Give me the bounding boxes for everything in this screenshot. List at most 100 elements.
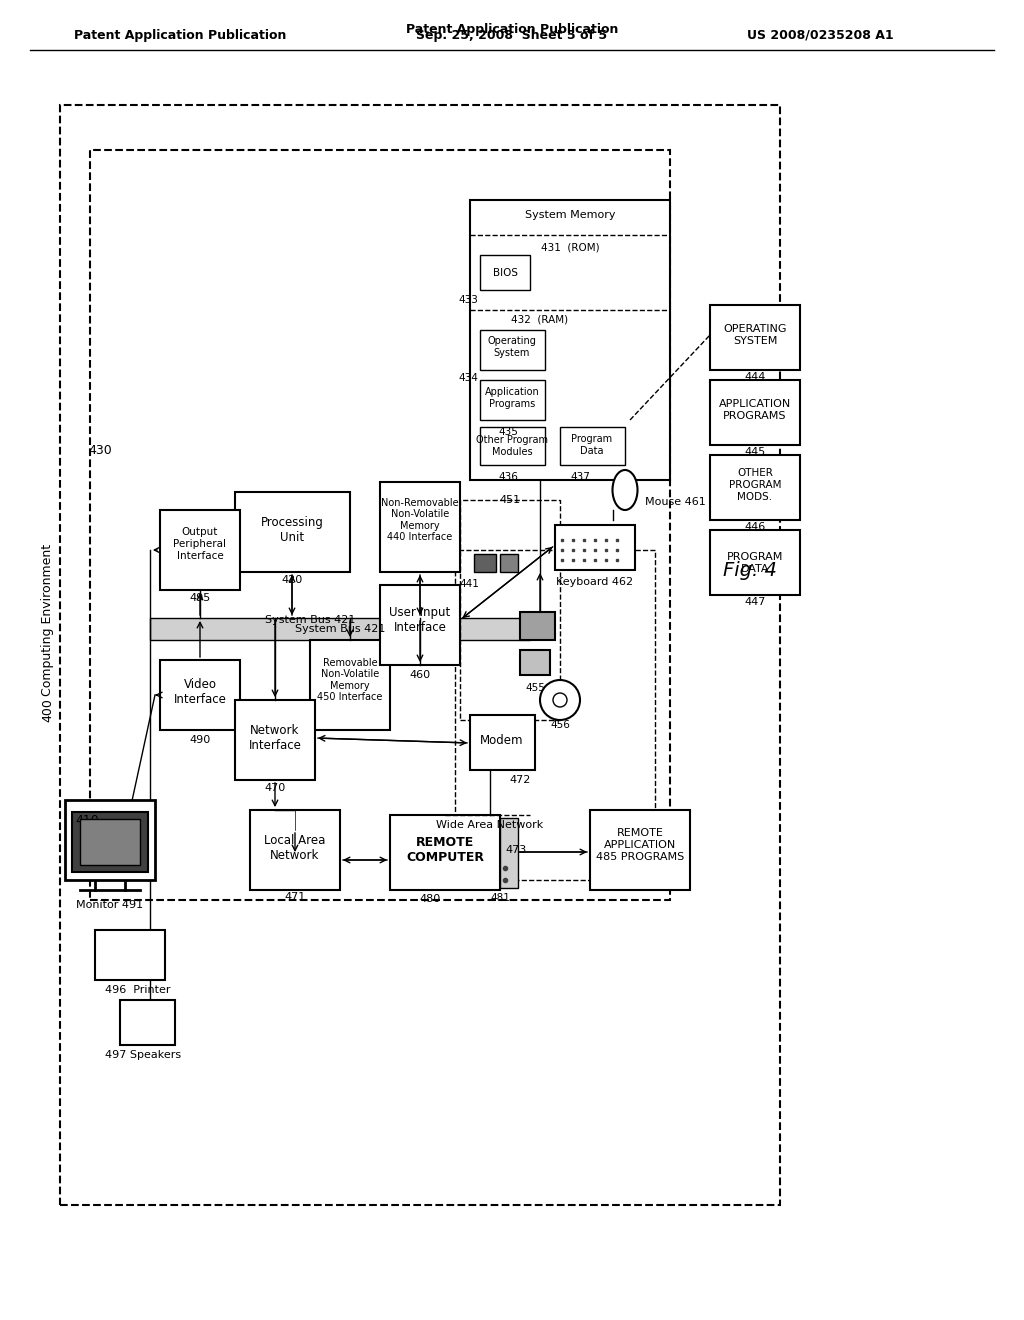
Text: 435: 435 — [498, 426, 518, 437]
Text: Other Program
Modules: Other Program Modules — [476, 436, 548, 457]
Text: 446: 446 — [744, 521, 766, 532]
Text: 495: 495 — [189, 593, 211, 603]
Bar — [710, 455, 800, 520]
Bar — [520, 612, 555, 640]
Text: 432  (RAM): 432 (RAM) — [511, 315, 568, 325]
Bar — [480, 255, 530, 290]
Text: 400: 400 — [42, 698, 54, 722]
Text: 470: 470 — [264, 783, 286, 793]
Text: Keyboard 462: Keyboard 462 — [556, 577, 634, 587]
Text: 497 Speakers: 497 Speakers — [105, 1049, 181, 1060]
Text: 431  (ROM): 431 (ROM) — [541, 242, 599, 252]
Text: Non-Removable
Non-Volatile
Memory
440 Interface: Non-Removable Non-Volatile Memory 440 In… — [381, 498, 459, 543]
Bar — [380, 482, 460, 572]
Bar — [65, 800, 155, 880]
Bar — [500, 818, 518, 888]
Bar — [710, 380, 800, 445]
Text: 472: 472 — [509, 775, 530, 785]
Text: 496  Printer: 496 Printer — [105, 985, 171, 995]
Text: 420: 420 — [282, 576, 303, 585]
Bar — [390, 814, 500, 890]
Text: System Bus 421: System Bus 421 — [295, 624, 385, 634]
Text: Fig. 4: Fig. 4 — [723, 561, 777, 579]
Ellipse shape — [612, 470, 638, 510]
Text: 490: 490 — [189, 735, 211, 744]
Bar — [95, 931, 165, 979]
Bar — [234, 492, 350, 572]
Text: 460: 460 — [410, 671, 430, 680]
Text: Computing Environment: Computing Environment — [42, 544, 54, 696]
Text: Video
Interface: Video Interface — [173, 678, 226, 706]
Bar — [555, 525, 635, 570]
Text: 434: 434 — [458, 374, 478, 383]
Text: 445: 445 — [744, 447, 766, 457]
Text: 437: 437 — [570, 473, 590, 482]
Text: Program
Data: Program Data — [571, 434, 612, 455]
Text: PROGRAM
DATA: PROGRAM DATA — [727, 552, 783, 574]
Bar — [150, 618, 530, 640]
Text: Patent Application Publication: Patent Application Publication — [406, 24, 618, 37]
Circle shape — [553, 693, 567, 708]
Text: 452: 452 — [527, 649, 547, 660]
Bar — [474, 554, 496, 572]
Text: System Bus 421: System Bus 421 — [265, 615, 355, 624]
Text: Patent Application Publication: Patent Application Publication — [74, 29, 286, 41]
Circle shape — [540, 680, 580, 719]
Text: Modem: Modem — [480, 734, 523, 747]
Text: Sep. 25, 2008  Sheet 5 of 5: Sep. 25, 2008 Sheet 5 of 5 — [417, 29, 607, 41]
Text: Wide Area Network: Wide Area Network — [436, 820, 544, 830]
Text: 433: 433 — [458, 294, 478, 305]
Text: 441: 441 — [459, 579, 479, 589]
Text: REMOTE
COMPUTER: REMOTE COMPUTER — [406, 836, 484, 865]
Text: System Memory: System Memory — [524, 210, 615, 220]
Text: 473: 473 — [505, 845, 526, 855]
Bar — [380, 585, 460, 665]
Text: 444: 444 — [744, 372, 766, 381]
Bar — [500, 554, 518, 572]
Bar — [120, 1001, 175, 1045]
Text: 455: 455 — [525, 682, 545, 693]
Text: 481: 481 — [490, 894, 510, 903]
Bar — [470, 201, 670, 480]
Text: 430: 430 — [88, 444, 112, 457]
Bar — [90, 150, 670, 900]
Bar — [455, 550, 655, 880]
Text: US 2008/0235208 A1: US 2008/0235208 A1 — [746, 29, 893, 41]
Text: 471: 471 — [285, 892, 305, 902]
Text: REMOTE
APPLICATION
485 PROGRAMS: REMOTE APPLICATION 485 PROGRAMS — [596, 829, 684, 862]
Text: OTHER
PROGRAM
MODS.: OTHER PROGRAM MODS. — [729, 469, 781, 502]
Bar — [72, 812, 148, 873]
Text: 456: 456 — [550, 719, 570, 730]
Text: Output
Peripheral
Interface: Output Peripheral Interface — [173, 528, 226, 561]
Text: Processing
Unit: Processing Unit — [260, 516, 324, 544]
Text: OPERATING
SYSTEM: OPERATING SYSTEM — [723, 325, 786, 346]
Bar — [480, 380, 545, 420]
Bar — [80, 818, 140, 865]
Text: User Input
Interface: User Input Interface — [389, 606, 451, 634]
Bar — [250, 810, 340, 890]
Bar — [480, 426, 545, 465]
Text: 447: 447 — [744, 597, 766, 607]
Bar — [160, 510, 240, 590]
Bar — [470, 715, 535, 770]
Bar — [234, 700, 315, 780]
Text: Mouse 461: Mouse 461 — [645, 498, 706, 507]
Text: Removable
Non-Volatile
Memory
450 Interface: Removable Non-Volatile Memory 450 Interf… — [317, 657, 383, 702]
Text: 480: 480 — [420, 894, 440, 904]
Bar — [590, 810, 690, 890]
Text: 410: 410 — [75, 813, 98, 826]
Text: 451: 451 — [500, 495, 520, 506]
Bar — [480, 330, 545, 370]
Bar — [310, 640, 390, 730]
Bar — [520, 649, 550, 675]
Text: Operating
System: Operating System — [487, 337, 537, 358]
Bar — [160, 660, 240, 730]
Text: Application
Programs: Application Programs — [484, 387, 540, 409]
Bar — [710, 305, 800, 370]
Bar — [460, 500, 560, 719]
Bar — [710, 531, 800, 595]
Text: Monitor 491: Monitor 491 — [77, 900, 143, 909]
Bar — [560, 426, 625, 465]
Text: Local Area
Network: Local Area Network — [264, 834, 326, 862]
Text: BIOS: BIOS — [493, 268, 517, 279]
